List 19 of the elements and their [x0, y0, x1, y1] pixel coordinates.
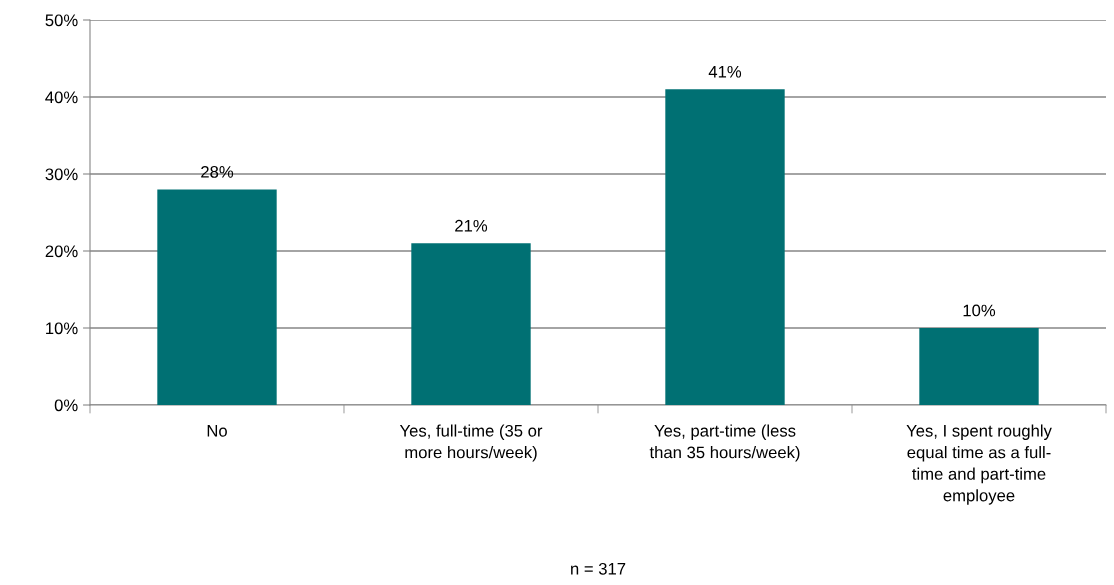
bar [157, 189, 277, 405]
x-tick-label: Yes, part-time (less than 35 hours/week) [649, 424, 800, 462]
y-tick-label: 30% [45, 168, 78, 181]
data-label: 41% [708, 65, 742, 78]
y-tick-label: 10% [46, 322, 78, 335]
x-tick-label: No [207, 425, 227, 437]
bar [411, 243, 531, 405]
y-tick-label: 40% [45, 91, 78, 104]
bar [919, 328, 1039, 405]
data-label: 28% [201, 165, 234, 178]
x-tick-label: Yes, full-time (35 or more hours/week) [399, 424, 543, 462]
data-label: 21% [455, 219, 488, 232]
y-tick-label: 20% [45, 245, 78, 258]
text: n = 317 [571, 562, 626, 575]
bar [665, 89, 785, 405]
x-tick-label: Yes, I spent roughly equal time as a full- time and part-time employee [906, 424, 1052, 505]
y-tick-label: 50% [45, 14, 78, 27]
data-label: 10% [963, 304, 996, 317]
y-tick-label: 0% [54, 399, 78, 412]
